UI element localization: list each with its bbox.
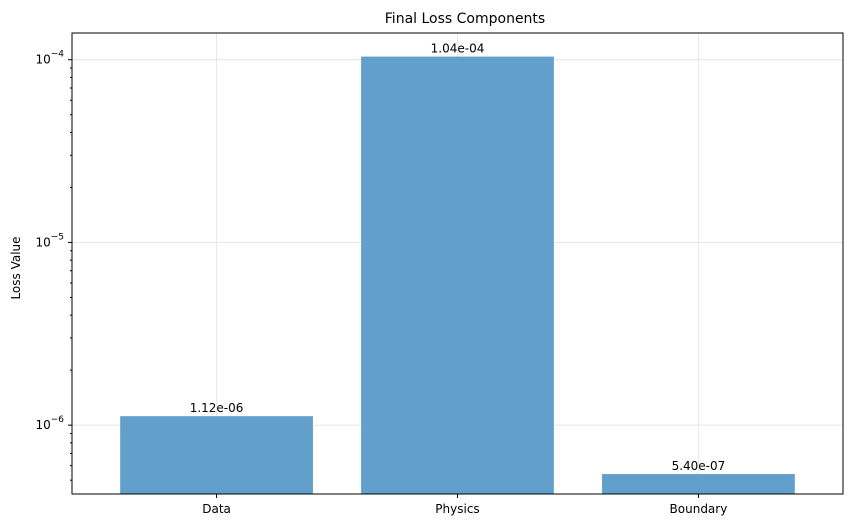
bar-value-label: 5.40e-07	[672, 459, 726, 473]
x-tick-label: Data	[202, 502, 231, 516]
y-axis-ticks: 10−6 10−5 10−4	[35, 50, 72, 481]
bar-value-labels: 1.12e-06 1.04e-04 5.40e-07	[190, 42, 726, 473]
x-tick-label: Boundary	[670, 502, 728, 516]
bar-physics	[361, 56, 554, 495]
x-axis-ticks: Data Physics Boundary	[202, 494, 727, 516]
y-tick-label: 10−6	[35, 415, 64, 432]
bar-value-label: 1.12e-06	[190, 401, 244, 415]
bar-boundary	[602, 474, 795, 494]
y-tick-label: 10−5	[35, 232, 64, 249]
bar-data	[120, 416, 313, 494]
bar-value-label: 1.04e-04	[431, 42, 485, 56]
x-tick-label: Physics	[435, 502, 479, 516]
chart-title: Final Loss Components	[385, 11, 545, 27]
y-tick-label: 10−4	[35, 50, 64, 67]
bars	[120, 56, 795, 495]
y-axis-label: Loss Value	[9, 236, 23, 299]
